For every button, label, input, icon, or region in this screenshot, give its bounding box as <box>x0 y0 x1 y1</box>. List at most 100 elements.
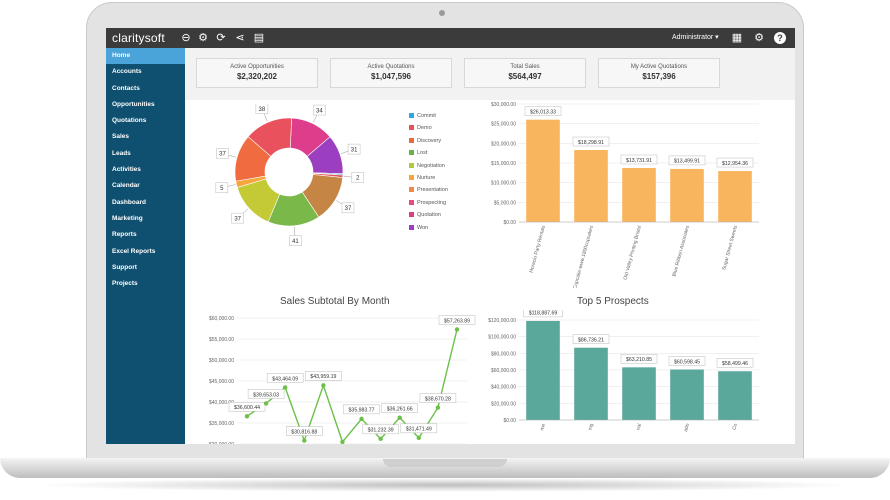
refresh-icon[interactable]: ⟳ <box>216 32 226 44</box>
bar <box>670 168 704 222</box>
x-tick-label: me <box>539 423 547 431</box>
sidebar-item-sales[interactable]: Sales <box>112 133 129 141</box>
legend-item[interactable]: Demo <box>409 122 432 134</box>
app-screen: claritysoft ⊖ ⚙ ⟳ ⋖ ▤ Administrator ▾ ▦ … <box>106 28 795 444</box>
data-point <box>321 383 326 388</box>
data-point <box>416 435 422 441</box>
sidebar-item-support[interactable]: Support <box>112 263 137 271</box>
y-tick-label: $50,000.00 <box>209 358 234 364</box>
bar-chart-title: Top 5 Prospects <box>577 296 649 307</box>
x-tick-label: Horacio Party Rentals <box>529 224 548 273</box>
donut-slice <box>247 117 293 157</box>
bar-data-label: $58,499.46 <box>722 361 748 367</box>
line-data-label: $43,464.09 <box>272 376 298 382</box>
data-label-box <box>668 356 706 366</box>
y-tick-label: $45,000.00 <box>209 379 234 385</box>
minus-circle-icon[interactable]: ⊖ <box>181 32 191 44</box>
legend-item[interactable]: Negotiation <box>409 160 445 172</box>
bar <box>622 367 656 420</box>
top-sales-bar-chart: $0.00 $5,000.00 $10,000.00 $15,000.00 $20,00… <box>491 102 759 288</box>
sidebar-item-home[interactable]: Home <box>106 48 185 65</box>
bar <box>574 347 608 420</box>
grid-icon[interactable]: ▦ <box>731 32 743 44</box>
sidebar-item-dashboard[interactable]: Dashboard <box>112 198 146 206</box>
y-tick-label: $40,000.00 <box>209 400 234 406</box>
data-label-box <box>419 393 457 403</box>
share-icon[interactable]: ⋖ <box>235 32 245 44</box>
kpi-my-active-quotations[interactable]: My Active Quotations $157,396 <box>598 58 720 88</box>
data-point <box>359 416 364 422</box>
legend-swatch <box>409 187 414 193</box>
laptop-shadow <box>30 478 860 492</box>
donut-label-box <box>347 143 361 155</box>
sidebar-item-accounts[interactable]: Accounts <box>112 68 142 76</box>
sidebar-item-calendar[interactable]: Calendar <box>112 182 140 190</box>
bar <box>718 171 752 222</box>
data-label-box <box>305 371 342 381</box>
y-tick-label: $100,000.00 <box>488 335 516 341</box>
donut-data-label: 37 <box>219 152 226 158</box>
y-tick-label: $20,000.00 <box>491 141 516 147</box>
kpi-total-sales[interactable]: Total Sales $564,497 <box>464 58 586 88</box>
top-prospects-bar-chart: $0.00 $20,000.00 $40,000.00 $60,000.00 $80,0… <box>488 310 759 433</box>
legend-label: Quotation <box>417 212 441 219</box>
help-icon[interactable]: ? <box>774 32 786 44</box>
user-menu[interactable]: Administrator ▾ <box>672 34 719 41</box>
laptop-notch <box>383 459 507 467</box>
data-point <box>244 414 250 419</box>
sidebar-item-marketing[interactable]: Marketing <box>112 214 143 222</box>
y-tick-label: $35,000.00 <box>209 421 234 427</box>
legend-item[interactable]: Prospecting <box>409 197 446 209</box>
bar-data-label: $13,499.91 <box>674 159 700 165</box>
legend-item[interactable]: Presentation <box>409 184 448 196</box>
legend-label: Demo <box>417 125 432 132</box>
legend-item[interactable]: Quotation <box>409 209 441 221</box>
y-tick-label: $30,000.00 <box>209 442 234 444</box>
data-label-box <box>716 358 754 368</box>
legend-item[interactable]: Won <box>409 222 428 234</box>
data-label-box <box>572 334 610 344</box>
gear-icon[interactable]: ⚙ <box>198 32 208 44</box>
legend-label: Presentation <box>417 187 448 194</box>
sidebar-item-projects[interactable]: Projects <box>112 280 138 288</box>
kpi-value: $564,497 <box>508 72 542 81</box>
line-data-label: $39,653.03 <box>253 392 279 398</box>
donut-data-label: 37 <box>345 206 352 212</box>
bar-data-label: $13,731.91 <box>626 158 652 164</box>
legend-label: Discovery <box>417 137 442 144</box>
data-label-box <box>524 106 562 116</box>
settings-icon[interactable]: ⚙ <box>754 32 764 44</box>
sidebar-item-reports[interactable]: Reports <box>112 231 137 239</box>
sales-by-month-line-chart: $30,000.00 $35,000.00 $40,000.00 $45,000.00… <box>209 315 476 444</box>
bar <box>574 150 608 222</box>
data-label-box <box>438 315 476 325</box>
sidebar-item-quotations[interactable]: Quotations <box>112 117 147 125</box>
sidebar-item-opportunities[interactable]: Opportunities <box>112 100 155 108</box>
app-logo[interactable]: claritysoft <box>112 31 165 45</box>
y-tick-label: $0.00 <box>503 220 516 226</box>
donut-data-label: 34 <box>316 108 323 114</box>
sidebar-item-excel-reports[interactable]: Excel Reports <box>112 247 156 255</box>
sidebar-item-leads[interactable]: Leads <box>112 149 131 157</box>
bar <box>526 320 560 420</box>
sidebar-item-contacts[interactable]: Contacts <box>112 84 140 92</box>
kpi-active-quotations[interactable]: Active Quotations $1,047,596 <box>330 58 452 88</box>
kpi-active-opportunities[interactable]: Active Opportunities $2,320,202 <box>196 58 318 88</box>
legend-swatch <box>409 175 414 180</box>
table-icon[interactable]: ▤ <box>253 32 265 44</box>
y-tick-label: $30,000.00 <box>491 102 516 108</box>
legend-label: Prospecting <box>417 199 447 206</box>
data-point <box>282 385 288 390</box>
legend-item[interactable]: Discovery <box>409 135 441 147</box>
line-data-label: $57,263.89 <box>444 318 470 324</box>
line-data-label: $31,471.49 <box>406 427 432 433</box>
donut-label-box <box>289 235 302 246</box>
legend-item[interactable]: Commit <box>409 110 436 122</box>
legend-item[interactable]: Lost <box>409 147 427 159</box>
line-data-label: $38,670.28 <box>425 396 451 402</box>
data-point <box>340 439 345 444</box>
legend-swatch <box>409 125 414 131</box>
data-label-box <box>620 354 658 364</box>
legend-item[interactable]: Nurture <box>409 172 435 184</box>
sidebar-item-activities[interactable]: Activities <box>112 166 141 174</box>
